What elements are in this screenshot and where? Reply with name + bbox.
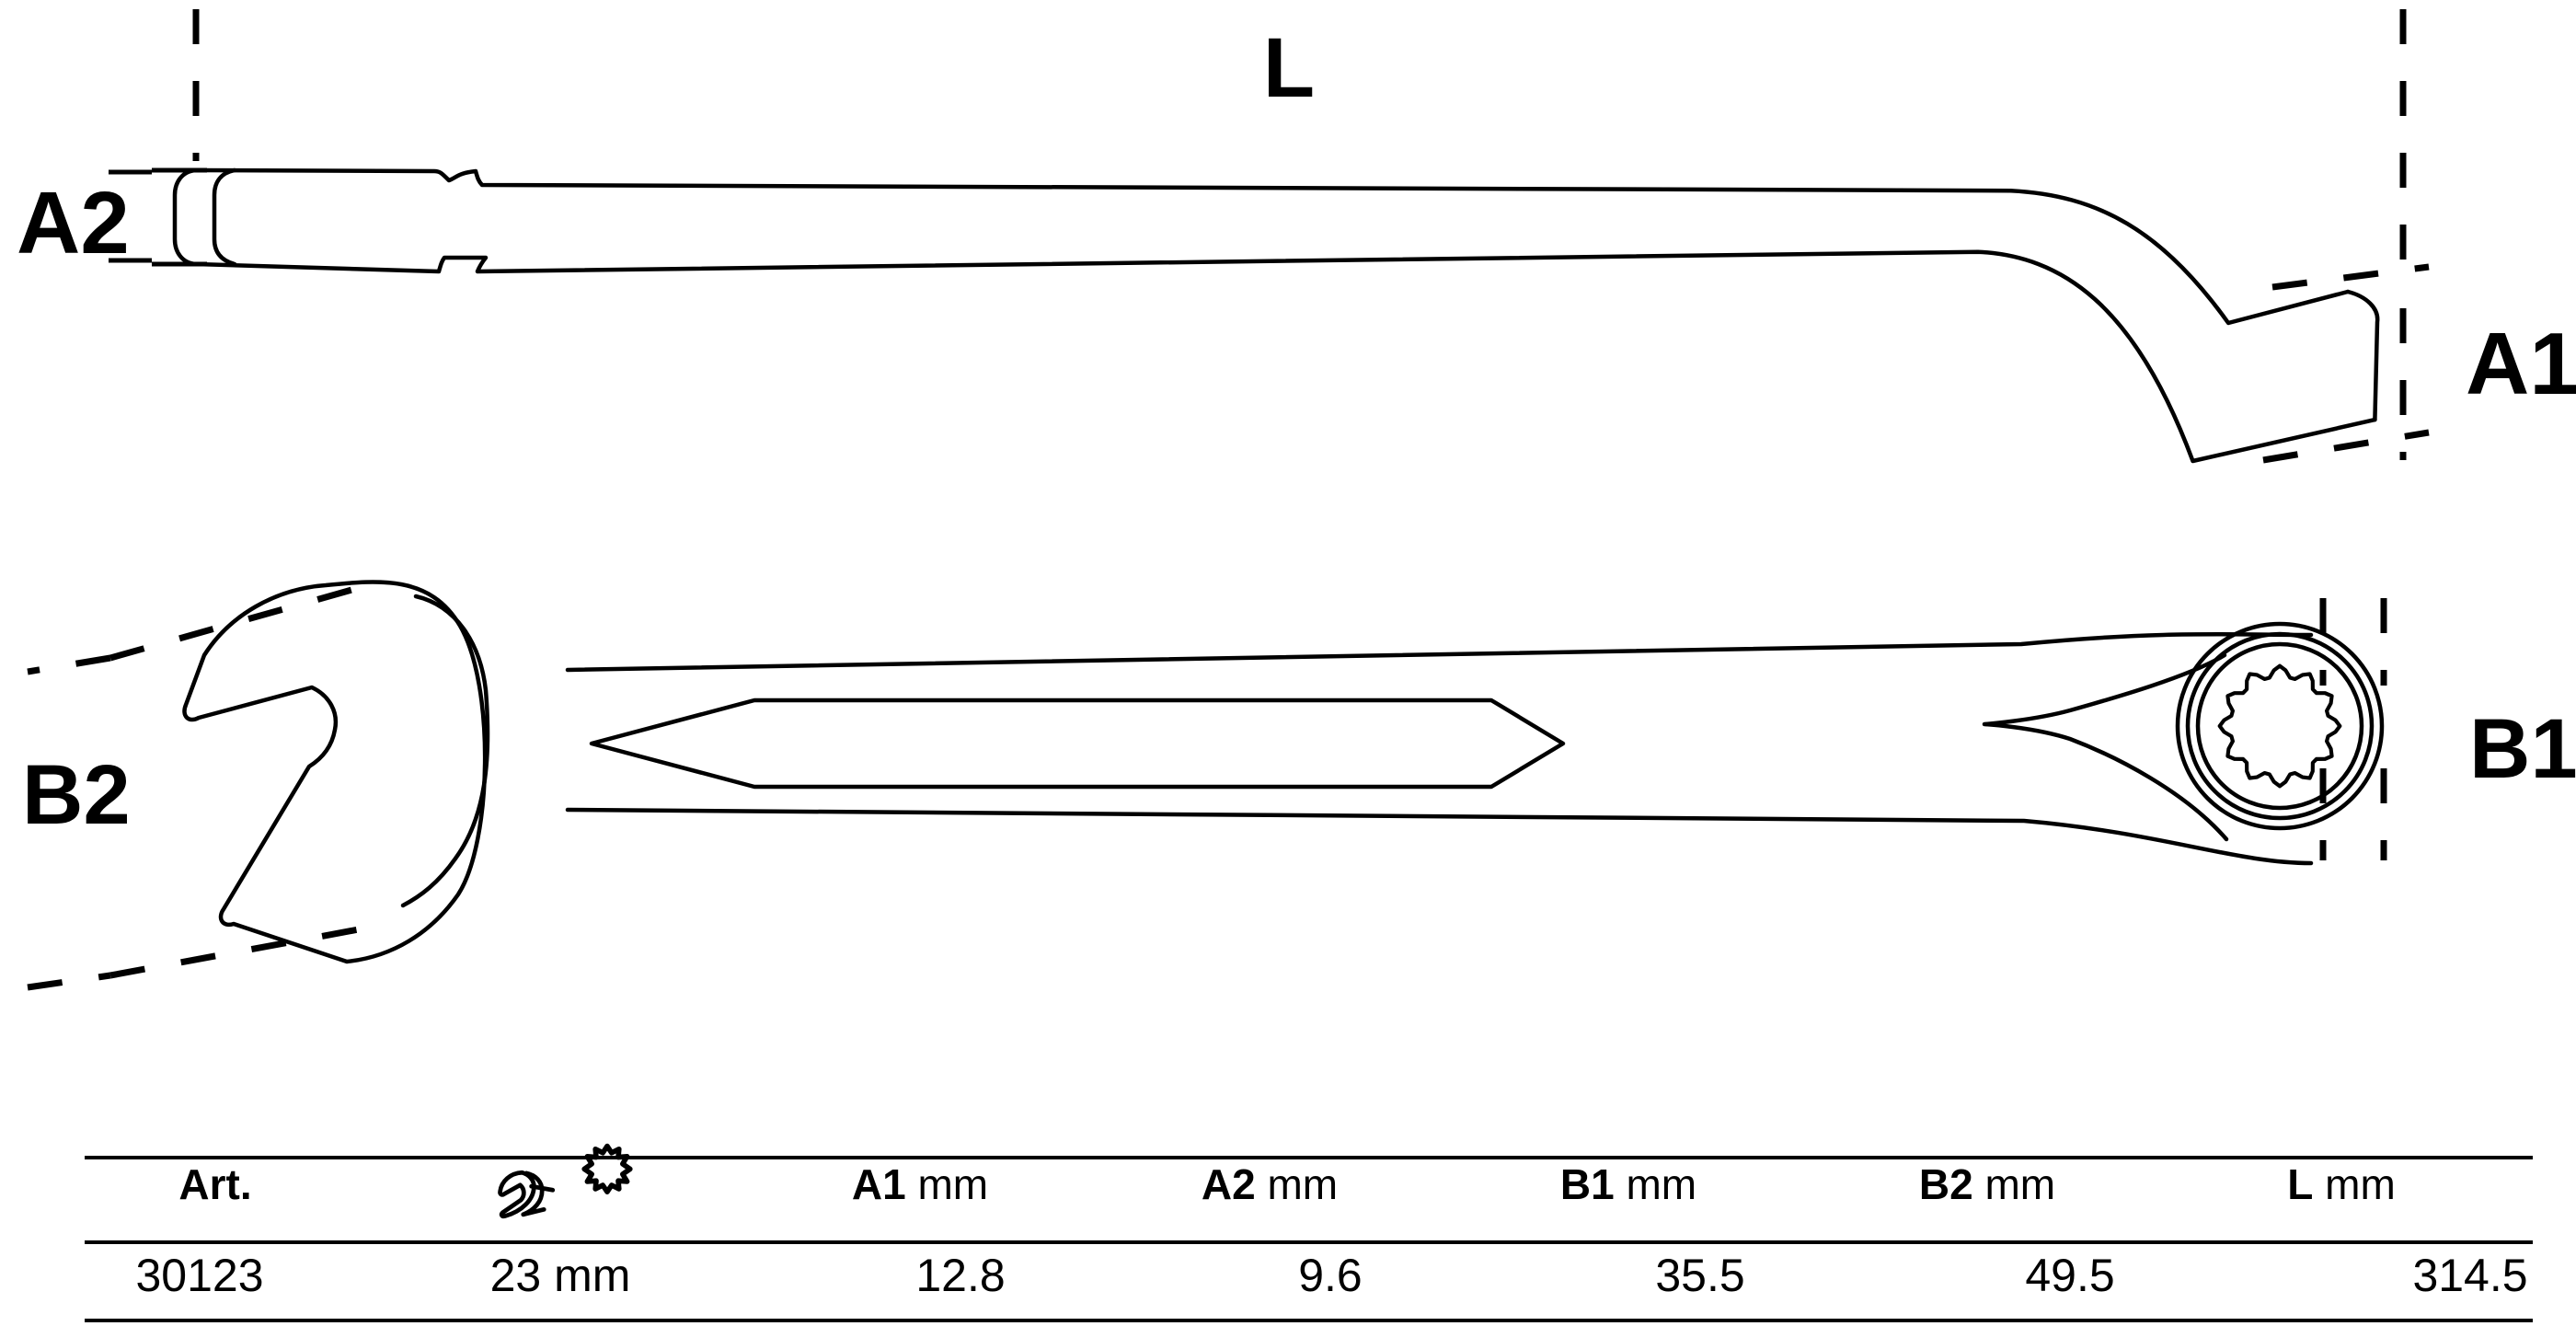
svg-text:Art.: Art. [178,1160,251,1208]
svg-text:B2 mm: B2 mm [1919,1160,2055,1208]
svg-text:B1: B1 [2469,702,2576,796]
svg-text:9.6: 9.6 [1298,1250,1363,1301]
svg-text:314.5: 314.5 [2412,1250,2527,1301]
svg-text:12.8: 12.8 [915,1250,1005,1301]
svg-text:35.5: 35.5 [1655,1250,1744,1301]
svg-text:30123: 30123 [135,1250,263,1301]
svg-text:B2: B2 [22,748,131,842]
svg-text:A2: A2 [17,174,130,272]
svg-text:L: L [1263,21,1315,115]
svg-text:A1: A1 [2466,315,2576,413]
svg-text:23 mm: 23 mm [490,1250,631,1301]
svg-text:L mm: L mm [2287,1160,2396,1208]
svg-text:A2 mm: A2 mm [1202,1160,1338,1208]
svg-text:A1 mm: A1 mm [852,1160,988,1208]
svg-text:49.5: 49.5 [2025,1250,2114,1301]
svg-text:B1 mm: B1 mm [1560,1160,1696,1208]
